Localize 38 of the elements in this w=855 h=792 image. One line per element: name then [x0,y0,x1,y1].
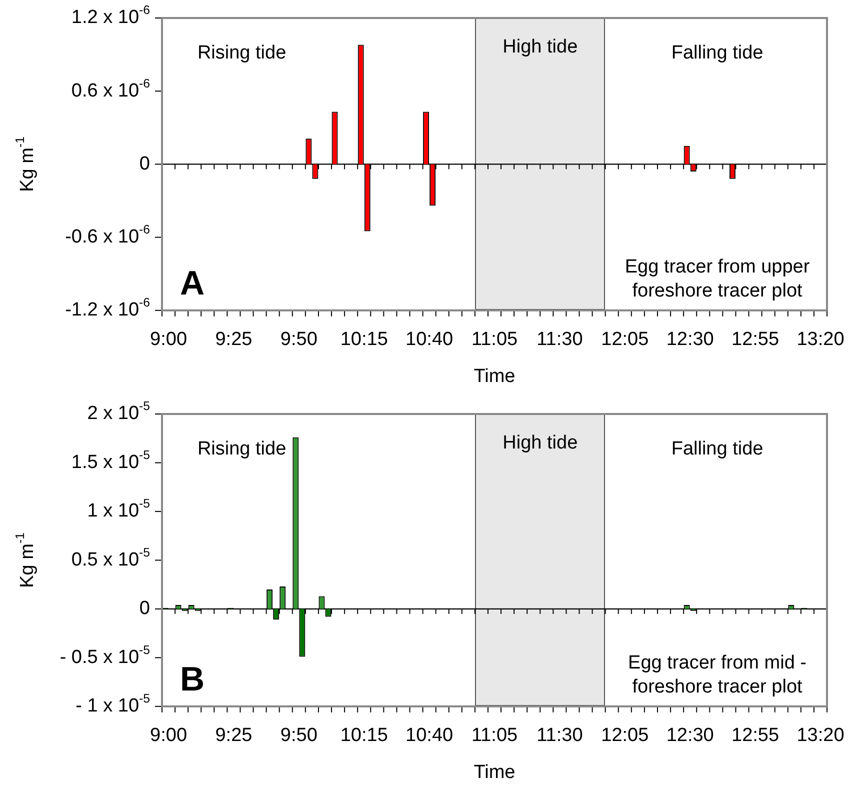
x-tick-label: 9:00 [150,329,188,350]
x-tick-label: 9:50 [280,725,318,746]
y-tick-label: 0 [139,598,150,620]
x-tick-label: 12:30 [666,725,714,746]
x-tick-label: 12:30 [666,329,714,350]
x-tick-label: 13:20 [796,329,844,350]
annotation: Rising tide [197,438,286,460]
x-tick-label: 10:15 [340,725,388,746]
annotation: A [180,264,205,302]
x-tick-label: 9:25 [215,725,252,746]
annotation: Falling tide [671,438,764,460]
x-tick-label: 11:05 [471,725,518,746]
annotation: B [180,660,205,698]
annotation: Rising tide [197,42,286,64]
x-axis-title: Time [474,762,516,783]
y-tick-label: 0 [139,153,150,174]
x-tick-label: 10:40 [406,725,454,746]
annotation: High tide [502,36,578,58]
annotation: Falling tide [671,42,764,64]
annotation: High tide [502,432,578,454]
x-tick-label: 12:05 [601,725,649,746]
x-tick-label: 12:05 [601,329,649,350]
x-tick-label: 9:25 [215,329,252,350]
annotation: Egg tracer from mid - foreshore tracer plot [628,652,806,698]
x-tick-label: 9:00 [150,725,188,746]
x-tick-label: 12:55 [732,329,780,350]
x-tick-label: 11:05 [471,329,518,350]
x-tick-label: 13:20 [796,725,844,746]
x-tick-label: 10:15 [340,329,388,350]
y-axis-title: Kg m-1 [13,136,38,192]
annotation: Egg tracer from upper foreshore tracer plot [624,256,810,302]
y-axis-title: Kg m-1 [13,532,38,588]
x-tick-label: 11:30 [536,725,583,746]
x-tick-label: 9:50 [280,329,318,350]
x-axis-title: Time [474,366,516,387]
x-tick-label: 11:30 [536,329,583,350]
x-tick-label: 12:55 [732,725,780,746]
x-tick-label: 10:40 [406,329,454,350]
